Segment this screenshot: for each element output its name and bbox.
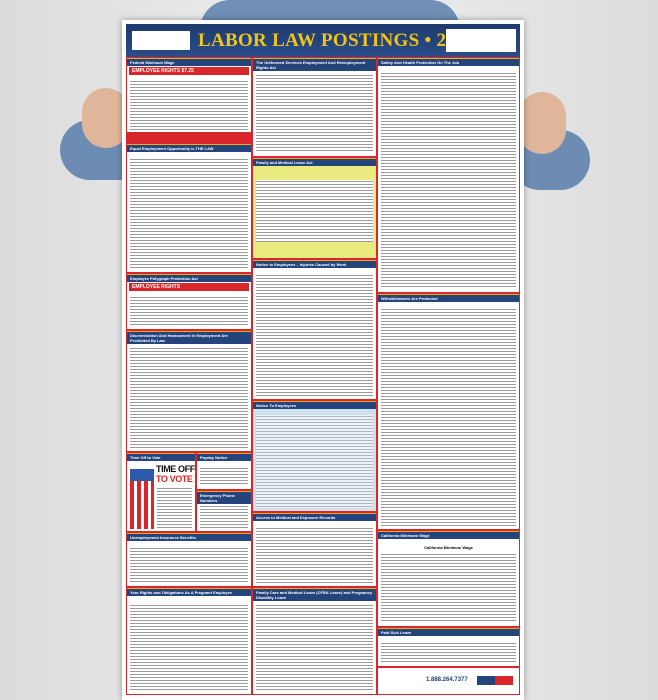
panel-unemployment: Unemployment Insurance Benefits: [126, 532, 252, 587]
panel-title: Unemployment Insurance Benefits: [127, 533, 251, 541]
panel-title: Federal Minimum Wage: [127, 58, 251, 66]
body-text: [256, 604, 373, 691]
panel-fmla: Family and Medical Leave Act: [252, 157, 377, 259]
panel-time-off-vote: Time Off to Vote TIME OFF TO VOTE: [126, 452, 196, 532]
body-text: [130, 80, 248, 130]
panel-subtitle: California Minimum Wage: [424, 545, 473, 550]
body-text: [381, 553, 516, 623]
panel-pregnant-employee: Your Rights and Obligations As A Pregnan…: [126, 587, 252, 695]
footer-phone: 1.888.264.7377: [426, 677, 468, 683]
min-wage-banner: EMPLOYEE RIGHTS $7.25: [129, 67, 249, 75]
brand-logo: [477, 676, 513, 685]
poster-header: LABOR LAW POSTINGS • 2018: [126, 24, 520, 57]
panel-payday: Payday Notice: [196, 452, 252, 490]
body-text: [200, 467, 248, 486]
body-text: [130, 158, 248, 269]
panel-userra: The Uniformed Services Employment And Re…: [252, 57, 377, 157]
panel-title: Family and Medical Leave Act: [253, 158, 376, 166]
panel-title: Employee Polygraph Protection Act: [127, 274, 251, 282]
body-text: [256, 527, 373, 583]
poster-footer: 1.888.264.7377: [377, 667, 520, 695]
body-text: [381, 308, 516, 526]
panel-title: Payday Notice: [197, 453, 251, 461]
panel-title: California Minimum Wage: [378, 531, 519, 539]
panel-title: Family Care and Medical Leave (CFRA Leav…: [253, 588, 376, 601]
panel-title: Paid Sick Leave: [378, 628, 519, 636]
right-hand: [518, 92, 566, 154]
ballot-box-icon: [130, 469, 154, 529]
panel-title: Safety And Health Protection On The Job: [378, 58, 519, 66]
panel-whistleblowers: Whistleblowers Are Protected: [377, 293, 520, 530]
panel-federal-min-wage: Federal Minimum Wage EMPLOYEE RIGHTS $7.…: [126, 57, 252, 143]
poster-title: LABOR LAW POSTINGS • 2018: [198, 30, 476, 51]
panel-medical-records: Access to Medical and Exposure Records: [252, 512, 377, 587]
panel-discrimination: Discrimination And Harassment In Employm…: [126, 330, 252, 452]
panel-title: Access to Medical and Exposure Records: [253, 513, 376, 521]
body-text: [256, 74, 373, 153]
wage-rate: $7.25: [181, 68, 194, 74]
body-text: [130, 296, 248, 326]
body-text: [256, 180, 373, 242]
body-text: [381, 642, 516, 663]
panel-cfra: Family Care and Medical Leave (CFRA Leav…: [252, 587, 377, 695]
panel-title: Discrimination And Harassment In Employm…: [127, 331, 251, 344]
panel-ca-min-wage: California Minimum Wage California Minim…: [377, 530, 520, 627]
banner-text: EMPLOYEE RIGHTS: [132, 68, 181, 74]
qr-code-box: [132, 31, 190, 50]
panel-title: Whistleblowers Are Protected: [378, 294, 519, 302]
panel-title: Notice to Employees – Injuries Caused by…: [253, 260, 376, 268]
panel-title: The Uniformed Services Employment And Re…: [253, 58, 376, 71]
body-text: [130, 547, 248, 583]
vote-heading-2: TO VOTE: [156, 474, 193, 484]
body-text: [381, 72, 516, 289]
panel-title: Equal Employment Opportunity is THE LAW: [127, 144, 251, 152]
panel-paid-sick-leave: Paid Sick Leave: [377, 627, 520, 667]
legend-box: [446, 29, 516, 52]
panel-notice: Notice To Employees: [252, 400, 377, 512]
body-text: [130, 604, 248, 691]
body-text: [200, 505, 248, 528]
footer-strip: [127, 132, 251, 142]
panel-title: Time Off to Vote: [127, 453, 195, 461]
labor-law-poster: LABOR LAW POSTINGS • 2018 Federal Minimu…: [122, 20, 524, 700]
panel-emergency: Emergency Phone Numbers: [196, 490, 252, 532]
body-text: [130, 347, 248, 448]
body-text: [256, 274, 373, 396]
body-text: [157, 487, 192, 528]
panel-polygraph: Employee Polygraph Protection Act EMPLOY…: [126, 273, 252, 330]
panel-title: Notice To Employees: [253, 401, 376, 409]
panel-injuries: Notice to Employees – Injuries Caused by…: [252, 259, 377, 400]
body-text: [256, 415, 373, 508]
banner: EMPLOYEE RIGHTS: [129, 283, 249, 291]
panel-title: Emergency Phone Numbers: [197, 491, 251, 504]
vote-heading-1: TIME OFF: [156, 464, 195, 474]
panel-eeo: Equal Employment Opportunity is THE LAW: [126, 143, 252, 273]
panel-title: Your Rights and Obligations As A Pregnan…: [127, 588, 251, 596]
panel-safety: Safety And Health Protection On The Job: [377, 57, 520, 293]
